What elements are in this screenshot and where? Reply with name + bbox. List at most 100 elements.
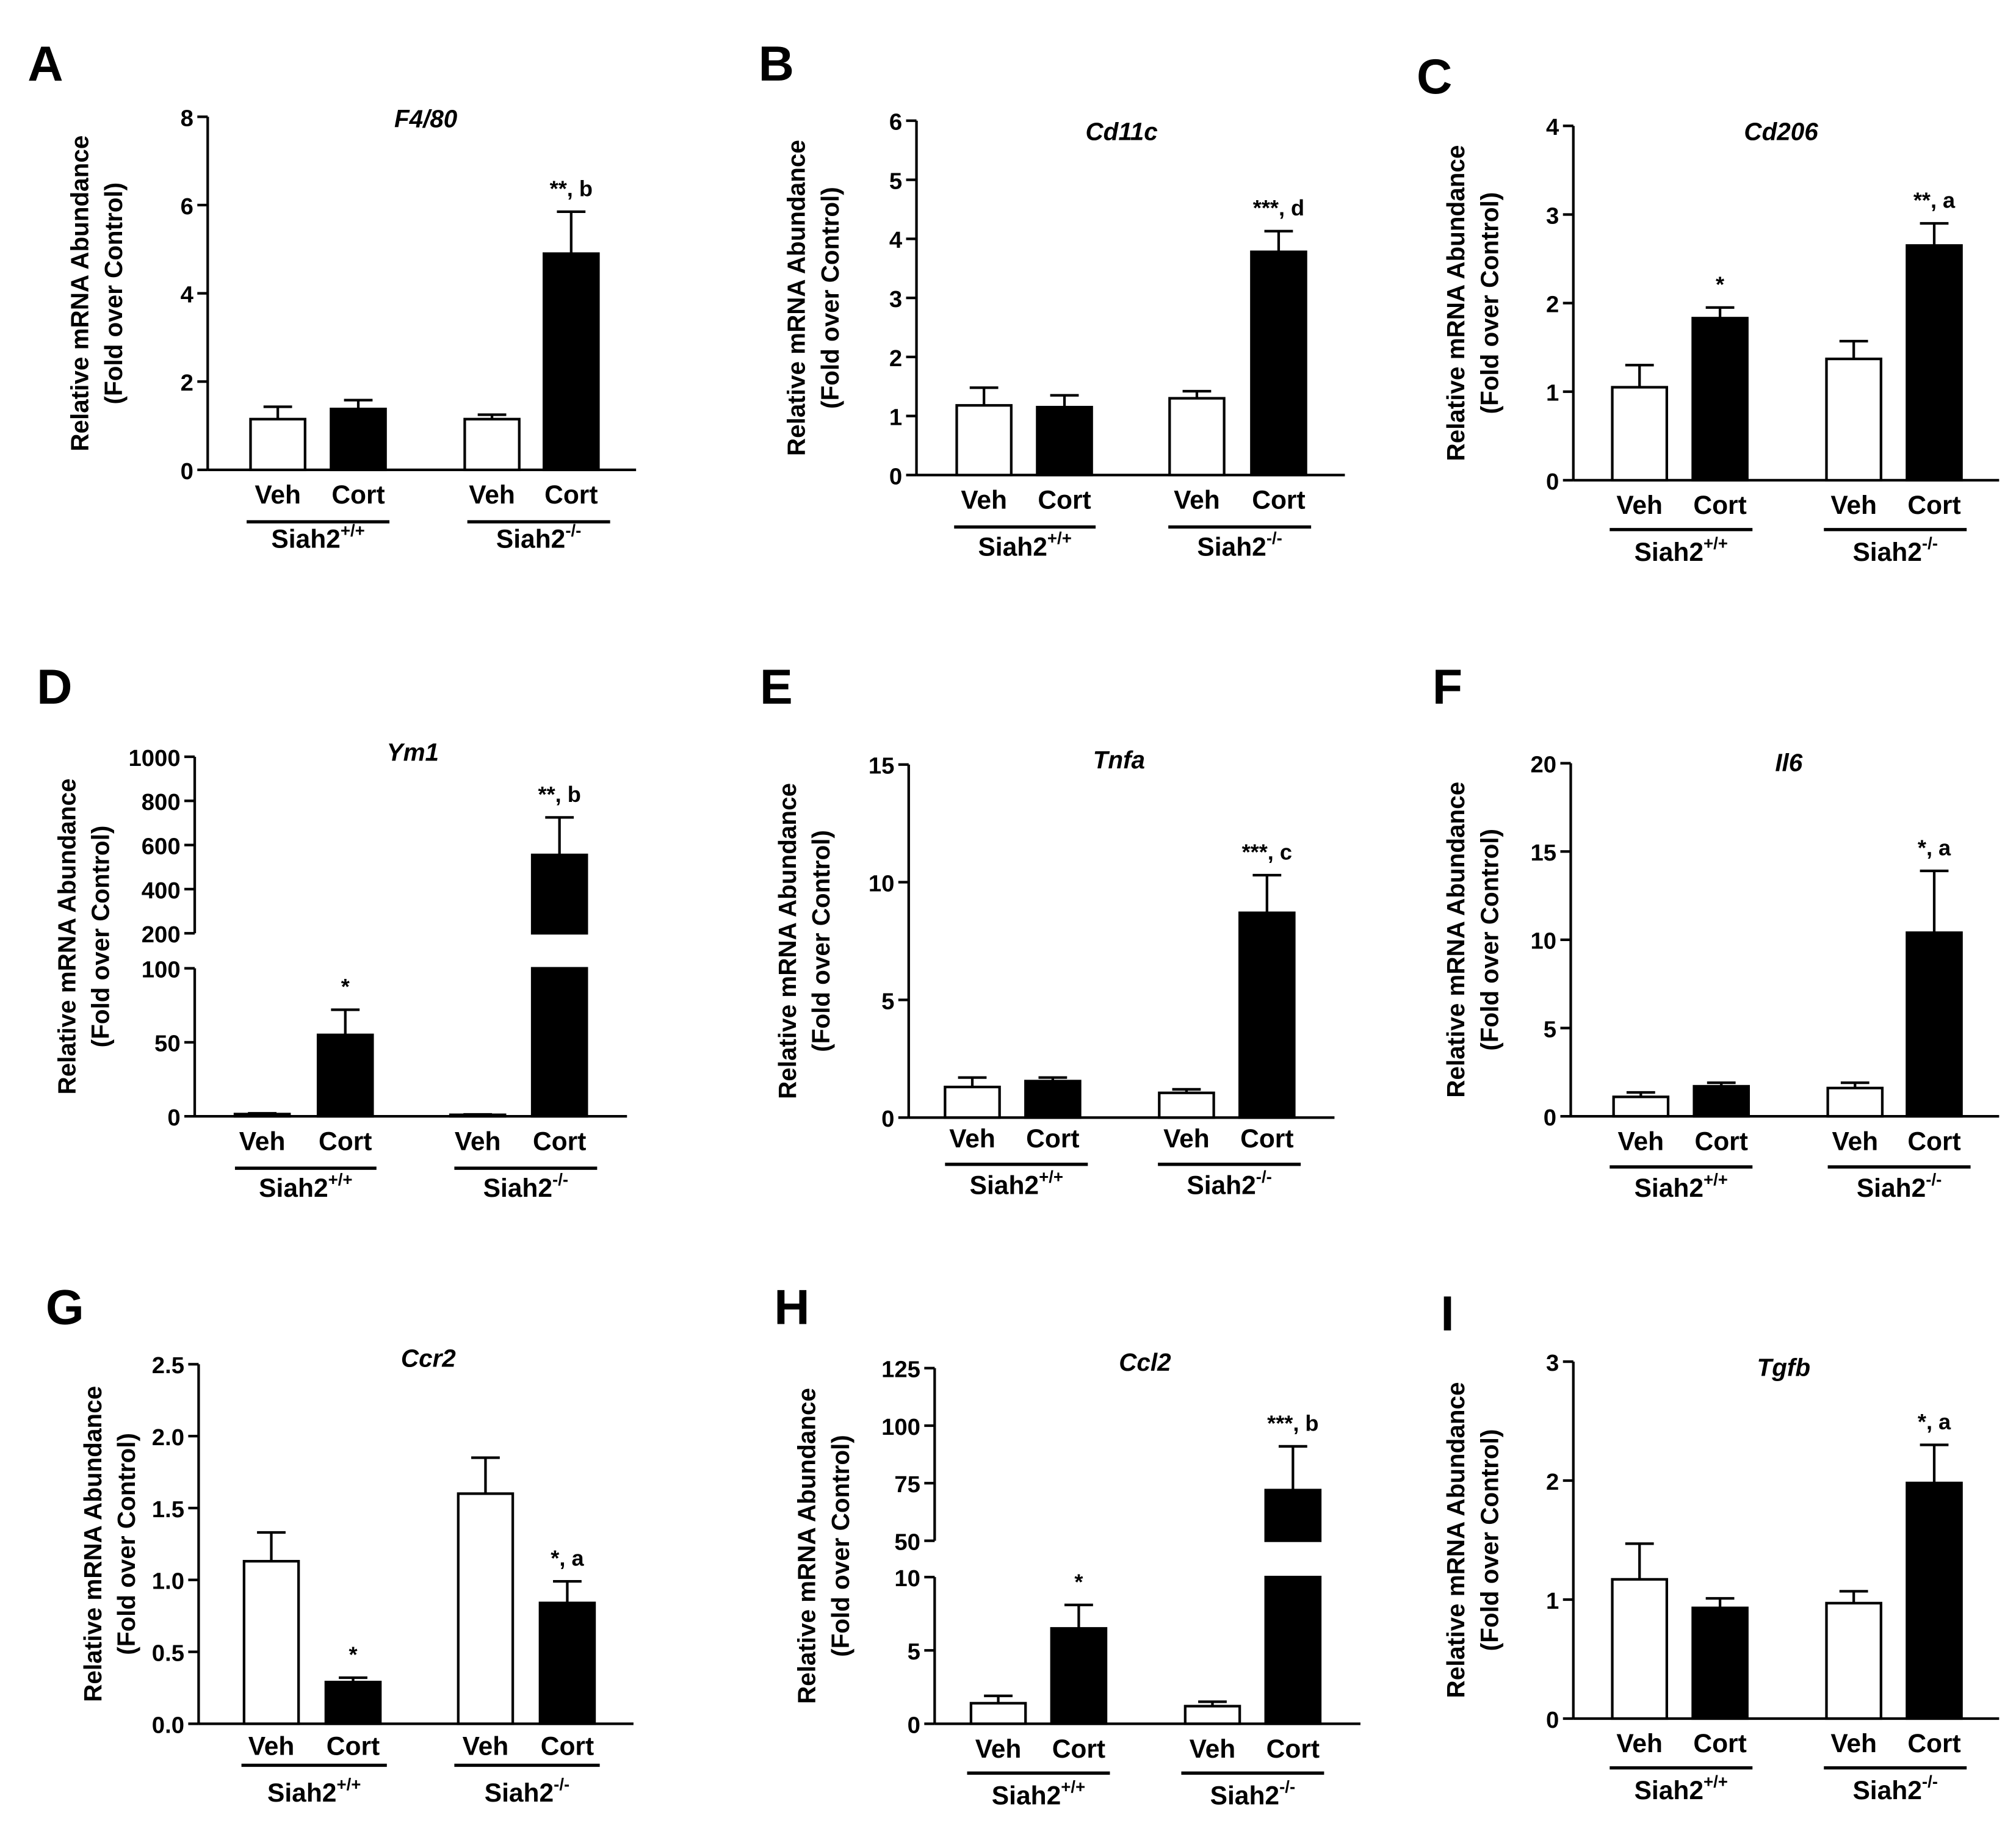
y-tick-label: 125 xyxy=(881,1357,920,1383)
category-label: Cort xyxy=(1907,1729,1960,1758)
group-label: Siah2-/- xyxy=(483,1170,569,1203)
y-tick-label: 5 xyxy=(1544,1016,1556,1042)
chart-title: Tnfa xyxy=(1093,746,1145,774)
bar xyxy=(1024,1080,1082,1119)
bar xyxy=(316,1033,374,1118)
y-tick-label: 0 xyxy=(889,463,902,489)
y-tick-label: 0 xyxy=(1546,1707,1559,1733)
bar xyxy=(1158,1091,1215,1119)
chart-panel-i: I Tgfb Relative mRNA Abundance (Fold over C… xyxy=(1440,1286,2000,1805)
chart-panel-f: F Il6 Relative mRNA Abundance (Fold over Co… xyxy=(1433,660,2000,1203)
category-label: Veh xyxy=(463,1732,509,1761)
y-tick-label: 15 xyxy=(1531,840,1557,866)
bar xyxy=(463,417,521,472)
significance-label: *, a xyxy=(1918,835,1951,861)
bar xyxy=(538,1601,596,1725)
panel-letter: D xyxy=(37,660,72,715)
group-label: Siah2-/- xyxy=(1852,534,1938,567)
y-tick-label: 8 xyxy=(181,105,193,131)
y-tick-label: 2 xyxy=(181,370,193,396)
category-label: Cort xyxy=(533,1127,586,1156)
chart-title: Cd206 xyxy=(1744,118,1818,146)
y-tick-label: 400 xyxy=(142,878,181,904)
bar xyxy=(324,1680,382,1725)
y-tick-label: 4 xyxy=(1546,114,1559,140)
category-label: Cort xyxy=(541,1732,594,1761)
bar xyxy=(543,252,600,472)
significance-label: **, b xyxy=(538,782,581,807)
category-label: Cort xyxy=(1907,1127,1960,1156)
category-label: Veh xyxy=(255,480,301,510)
chart-title: Ccr2 xyxy=(401,1344,456,1373)
y-tick-label: 0 xyxy=(167,1105,180,1131)
y-tick-label: 1.0 xyxy=(152,1568,184,1595)
y-axis-label-line: Relative mRNA Abundance xyxy=(793,1388,821,1704)
y-tick-label: 1 xyxy=(1546,380,1559,406)
bar xyxy=(1825,357,1882,482)
category-label: Veh xyxy=(248,1732,295,1761)
bar xyxy=(242,1560,300,1725)
y-tick-label: 15 xyxy=(869,753,895,779)
chart-panel-h: H Ccl2 Relative mRNA Abundance (Fold over C… xyxy=(774,1280,1360,1810)
significance-label: * xyxy=(1716,272,1725,297)
category-label: Veh xyxy=(1190,1734,1236,1764)
y-tick-label: 10 xyxy=(1531,928,1557,955)
y-tick-label: 4 xyxy=(181,282,194,308)
bar-upper-segment xyxy=(1264,1489,1322,1542)
y-tick-label: 600 xyxy=(142,833,181,859)
bar xyxy=(1168,397,1226,477)
group-label: Siah2+/+ xyxy=(271,521,364,554)
y-tick-label: 100 xyxy=(881,1414,920,1440)
y-tick-label: 1.5 xyxy=(152,1496,184,1523)
category-label: Veh xyxy=(1832,1127,1878,1156)
bar xyxy=(249,417,306,472)
y-tick-label: 1000 xyxy=(128,745,180,771)
panel-letter: C xyxy=(1417,49,1452,104)
y-axis-label-line: (Fold over Control) xyxy=(112,1433,140,1655)
category-label: Cort xyxy=(1252,486,1305,515)
category-label: Cort xyxy=(1695,1127,1748,1156)
y-tick-label: 100 xyxy=(142,957,181,983)
y-tick-label: 5 xyxy=(908,1639,920,1665)
category-label: Veh xyxy=(1163,1124,1210,1153)
y-tick-label: 2 xyxy=(1546,292,1559,318)
y-axis-label-line: Relative mRNA Abundance xyxy=(1442,145,1470,461)
y-tick-label: 0.0 xyxy=(152,1712,184,1738)
bar xyxy=(1693,1084,1750,1118)
category-label: Veh xyxy=(1616,491,1663,520)
y-tick-label: 2 xyxy=(1546,1469,1559,1495)
bar xyxy=(1250,250,1307,477)
category-label: Veh xyxy=(1174,486,1220,515)
bar xyxy=(969,1702,1027,1725)
bar xyxy=(944,1085,1001,1119)
significance-label: * xyxy=(1074,1569,1083,1594)
category-label: Cort xyxy=(544,480,598,510)
chart-title: Ym1 xyxy=(387,738,439,766)
y-tick-label: 10 xyxy=(894,1565,920,1592)
panel-letter: F xyxy=(1433,660,1462,715)
group-label: Siah2+/+ xyxy=(1635,1170,1728,1203)
significance-label: * xyxy=(341,974,350,999)
category-label: Cort xyxy=(1038,486,1091,515)
bar xyxy=(1906,1481,1963,1720)
category-label: Cort xyxy=(327,1732,380,1761)
bar-upper-segment xyxy=(530,853,588,935)
y-tick-label: 2 xyxy=(889,345,902,372)
bar xyxy=(1691,317,1749,482)
category-label: Veh xyxy=(455,1127,501,1156)
y-tick-label: 6 xyxy=(181,193,193,220)
group-label: Siah2-/- xyxy=(1210,1777,1296,1810)
y-axis-label-line: Relative mRNA Abundance xyxy=(1442,1382,1470,1698)
significance-label: ***, d xyxy=(1253,195,1304,220)
bar xyxy=(1238,911,1296,1119)
bar xyxy=(1050,1627,1108,1725)
y-axis-label-line: (Fold over Control) xyxy=(87,826,115,1048)
y-tick-label: 10 xyxy=(869,870,895,897)
y-tick-label: 0 xyxy=(881,1106,894,1132)
y-tick-label: 50 xyxy=(894,1529,920,1555)
y-tick-label: 4 xyxy=(889,227,903,253)
y-tick-label: 0 xyxy=(1544,1105,1556,1131)
y-tick-label: 800 xyxy=(142,789,181,815)
y-axis-label-line: (Fold over Control) xyxy=(816,187,844,409)
bar xyxy=(457,1492,515,1725)
